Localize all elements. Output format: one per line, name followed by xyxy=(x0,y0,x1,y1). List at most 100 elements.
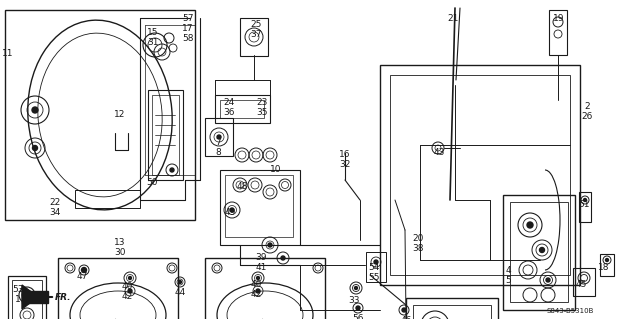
Text: S843-B5310B: S843-B5310B xyxy=(547,308,594,314)
Text: 8: 8 xyxy=(215,148,221,157)
Text: 37: 37 xyxy=(250,30,262,39)
Circle shape xyxy=(281,256,285,260)
Bar xyxy=(205,118,233,156)
Text: 49: 49 xyxy=(224,208,236,217)
Polygon shape xyxy=(22,285,38,309)
Bar xyxy=(413,305,491,319)
Bar xyxy=(8,276,46,319)
Text: 21: 21 xyxy=(447,14,459,23)
Text: 48: 48 xyxy=(236,182,248,191)
Text: 2: 2 xyxy=(584,102,590,111)
Circle shape xyxy=(540,248,545,253)
Bar xyxy=(390,75,570,275)
Text: 42: 42 xyxy=(122,292,132,301)
Text: 34: 34 xyxy=(49,208,61,217)
Text: 46: 46 xyxy=(400,316,412,319)
Text: 11: 11 xyxy=(3,49,13,58)
Bar xyxy=(225,175,293,237)
Text: 38: 38 xyxy=(412,244,424,253)
Text: 43: 43 xyxy=(433,148,445,157)
Text: 5: 5 xyxy=(505,276,511,285)
Bar xyxy=(549,10,567,55)
Text: 51: 51 xyxy=(579,200,589,209)
Text: 18: 18 xyxy=(598,263,610,272)
Circle shape xyxy=(584,198,586,202)
Text: 10: 10 xyxy=(270,165,282,174)
Text: 13: 13 xyxy=(115,238,125,247)
Text: 50: 50 xyxy=(147,178,157,187)
Bar xyxy=(215,95,270,123)
Text: 42: 42 xyxy=(250,290,262,299)
Text: 7: 7 xyxy=(215,138,221,147)
Circle shape xyxy=(374,260,378,264)
Polygon shape xyxy=(22,291,48,303)
Circle shape xyxy=(81,268,86,272)
Text: 35: 35 xyxy=(256,108,268,117)
Text: 53: 53 xyxy=(12,285,24,294)
Bar xyxy=(220,170,300,245)
Text: 16: 16 xyxy=(339,150,351,159)
Bar xyxy=(12,280,42,319)
Text: 47: 47 xyxy=(76,272,88,281)
Text: 23: 23 xyxy=(256,98,268,107)
Text: 4: 4 xyxy=(505,266,511,275)
Text: 36: 36 xyxy=(223,108,235,117)
Text: 32: 32 xyxy=(339,160,351,169)
Bar xyxy=(240,18,268,56)
Text: 55: 55 xyxy=(368,273,380,282)
Bar xyxy=(600,254,614,276)
Text: 20: 20 xyxy=(412,234,424,243)
Text: 54: 54 xyxy=(368,263,380,272)
Circle shape xyxy=(170,168,174,172)
Circle shape xyxy=(33,145,38,151)
Circle shape xyxy=(217,135,221,139)
Text: 12: 12 xyxy=(115,110,125,119)
Bar xyxy=(406,298,498,319)
Text: 24: 24 xyxy=(223,98,235,107)
Circle shape xyxy=(25,293,29,297)
Circle shape xyxy=(605,258,609,262)
Circle shape xyxy=(402,308,406,312)
Text: 19: 19 xyxy=(553,14,564,23)
Text: 17: 17 xyxy=(182,24,194,33)
Text: 40: 40 xyxy=(122,282,132,291)
Bar xyxy=(503,195,575,310)
Text: 30: 30 xyxy=(115,248,125,257)
Bar xyxy=(579,192,591,222)
Text: 56: 56 xyxy=(352,314,364,319)
Circle shape xyxy=(546,278,550,282)
Circle shape xyxy=(179,280,182,284)
Text: 33: 33 xyxy=(348,296,360,305)
Text: 58: 58 xyxy=(182,34,194,43)
Circle shape xyxy=(268,243,272,247)
Bar xyxy=(510,202,568,302)
Bar xyxy=(58,258,178,319)
Text: 57: 57 xyxy=(182,14,194,23)
Circle shape xyxy=(129,277,131,279)
Text: 40: 40 xyxy=(250,280,262,289)
Text: 41: 41 xyxy=(255,263,267,272)
Text: 31: 31 xyxy=(147,38,159,47)
Circle shape xyxy=(356,306,360,310)
Bar xyxy=(5,10,195,220)
Bar xyxy=(366,252,386,282)
Text: 26: 26 xyxy=(581,112,593,121)
Circle shape xyxy=(32,107,38,113)
Bar xyxy=(152,95,179,175)
Bar xyxy=(205,258,325,319)
Circle shape xyxy=(230,208,234,212)
Bar xyxy=(380,65,580,285)
Circle shape xyxy=(527,222,533,228)
Text: 39: 39 xyxy=(255,253,267,262)
Circle shape xyxy=(128,289,132,293)
Circle shape xyxy=(256,289,260,293)
Bar xyxy=(573,268,595,296)
Text: 45: 45 xyxy=(575,280,587,289)
Bar xyxy=(75,190,140,208)
Circle shape xyxy=(355,286,358,290)
Text: 25: 25 xyxy=(250,20,262,29)
Text: 22: 22 xyxy=(49,198,61,207)
Bar xyxy=(220,100,264,118)
Circle shape xyxy=(257,277,259,279)
Text: FR.: FR. xyxy=(55,293,72,301)
